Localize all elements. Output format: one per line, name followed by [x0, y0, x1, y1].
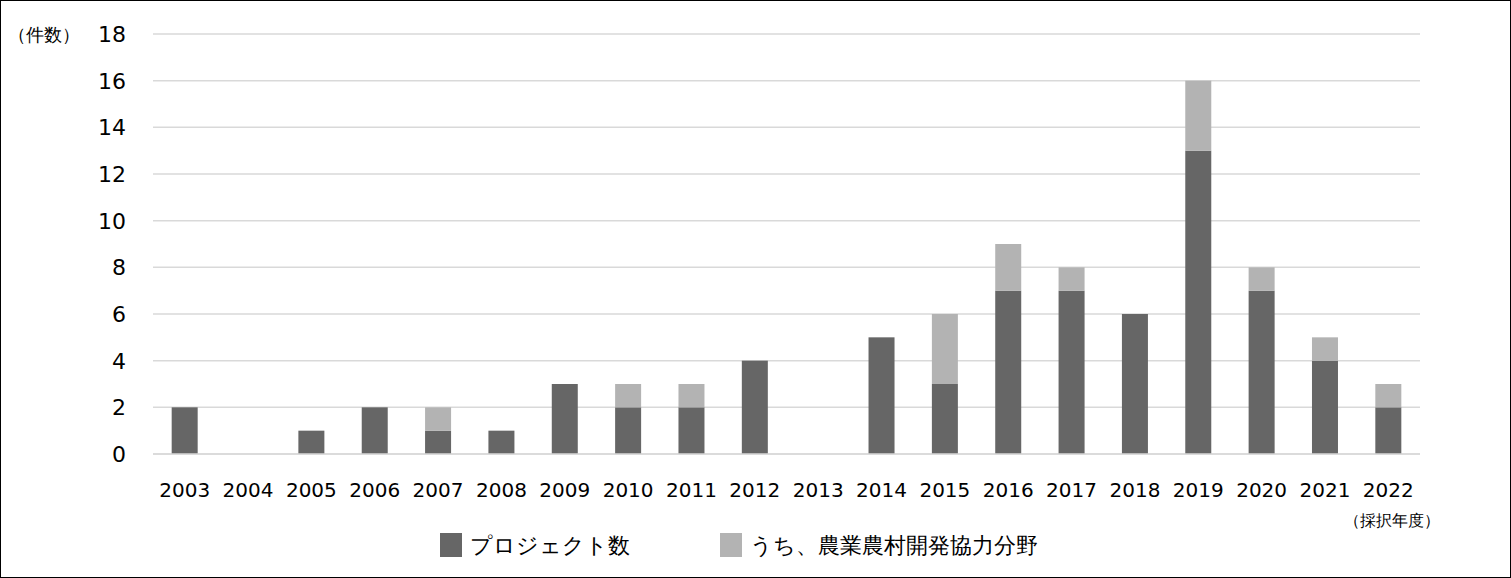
grid-line	[153, 267, 1420, 269]
bar	[678, 407, 704, 454]
bar	[172, 407, 198, 408]
y-tick-label: 12	[98, 162, 126, 187]
bar	[362, 407, 388, 408]
grid-line	[153, 453, 1420, 455]
x-tick-label: 2004	[223, 478, 274, 502]
bar	[1122, 314, 1148, 315]
y-tick-label: 18	[98, 22, 126, 47]
x-tick-label: 2014	[856, 478, 907, 502]
bar	[298, 430, 324, 431]
grid-line	[153, 33, 1420, 35]
grid-line	[153, 313, 1420, 315]
y-axis-label: （件数）	[8, 24, 80, 45]
bar	[172, 407, 198, 454]
x-tick-label: 2021	[1300, 478, 1351, 502]
y-tick-label: 0	[112, 442, 126, 467]
bar	[1312, 361, 1338, 454]
legend-label: うち、農業農村開発協力分野	[750, 533, 1038, 558]
x-tick-label: 2022	[1363, 478, 1414, 502]
bar	[1185, 81, 1211, 151]
y-tick-label: 16	[98, 69, 126, 94]
chart: 0 2 4 6 8 10 12 14 16 18 2003 2004 2005 2006 2007 2008 2…	[0, 0, 1511, 578]
bar	[678, 384, 704, 407]
y-tick-label: 4	[112, 349, 126, 374]
frame	[1, 1, 1511, 578]
bar	[552, 384, 578, 385]
bar	[1059, 291, 1085, 454]
legend-swatch	[440, 533, 462, 557]
x-tick-label: 2015	[919, 478, 970, 502]
x-tick-label: 2009	[539, 478, 590, 502]
bar	[869, 337, 895, 338]
x-tick-label: 2012	[729, 478, 780, 502]
legend-label: プロジェクト数	[470, 533, 630, 558]
grid-line	[153, 173, 1420, 175]
bar	[362, 407, 388, 454]
x-tick-label: 2013	[793, 478, 844, 502]
bars	[172, 81, 1402, 454]
x-tick-label: 2016	[983, 478, 1034, 502]
legend: プロジェクト数 うち、農業農村開発協力分野	[440, 533, 1038, 558]
bar	[1375, 384, 1401, 407]
bar	[1249, 267, 1275, 290]
bar	[1059, 267, 1085, 290]
bar	[1249, 291, 1275, 454]
y-tick-label: 10	[98, 209, 126, 234]
bar	[1122, 314, 1148, 454]
x-tick-label: 2006	[349, 478, 400, 502]
bar	[552, 384, 578, 454]
y-tick-label: 2	[112, 395, 126, 420]
y-tick-label: 6	[112, 302, 126, 327]
x-tick-label: 2003	[159, 478, 210, 502]
x-tick-label: 2010	[603, 478, 654, 502]
bar	[995, 244, 1021, 291]
y-tick-label: 14	[98, 115, 126, 140]
x-tick-label: 2008	[476, 478, 527, 502]
grid-line	[153, 80, 1420, 82]
x-tick-label: 2017	[1046, 478, 1097, 502]
bar	[615, 407, 641, 454]
bar	[742, 361, 768, 454]
x-tick-label: 2019	[1173, 478, 1224, 502]
x-axis	[153, 453, 1420, 455]
bar	[1375, 407, 1401, 454]
bar	[1185, 151, 1211, 454]
x-tick-label: 2020	[1236, 478, 1287, 502]
bar	[1312, 337, 1338, 360]
x-tick-label: 2005	[286, 478, 337, 502]
x-tick-label: 2011	[666, 478, 717, 502]
legend-swatch	[720, 533, 742, 557]
grid-line	[153, 407, 1420, 409]
bar	[995, 291, 1021, 454]
grid-line	[153, 127, 1420, 129]
grid-line	[153, 360, 1420, 362]
x-axis-label: （採択年度）	[1344, 511, 1440, 530]
y-tick-label: 8	[112, 255, 126, 280]
y-axis	[153, 34, 154, 454]
bar	[932, 314, 958, 384]
x-tick-label: 2018	[1109, 478, 1160, 502]
x-tick-label: 2007	[413, 478, 464, 502]
bar	[932, 384, 958, 454]
bar	[488, 431, 514, 454]
bar	[298, 431, 324, 454]
grid-line	[153, 220, 1420, 222]
bar	[488, 430, 514, 431]
bar	[425, 407, 451, 430]
bar	[615, 384, 641, 407]
bar	[869, 337, 895, 454]
bar	[742, 360, 768, 361]
bar	[425, 431, 451, 454]
